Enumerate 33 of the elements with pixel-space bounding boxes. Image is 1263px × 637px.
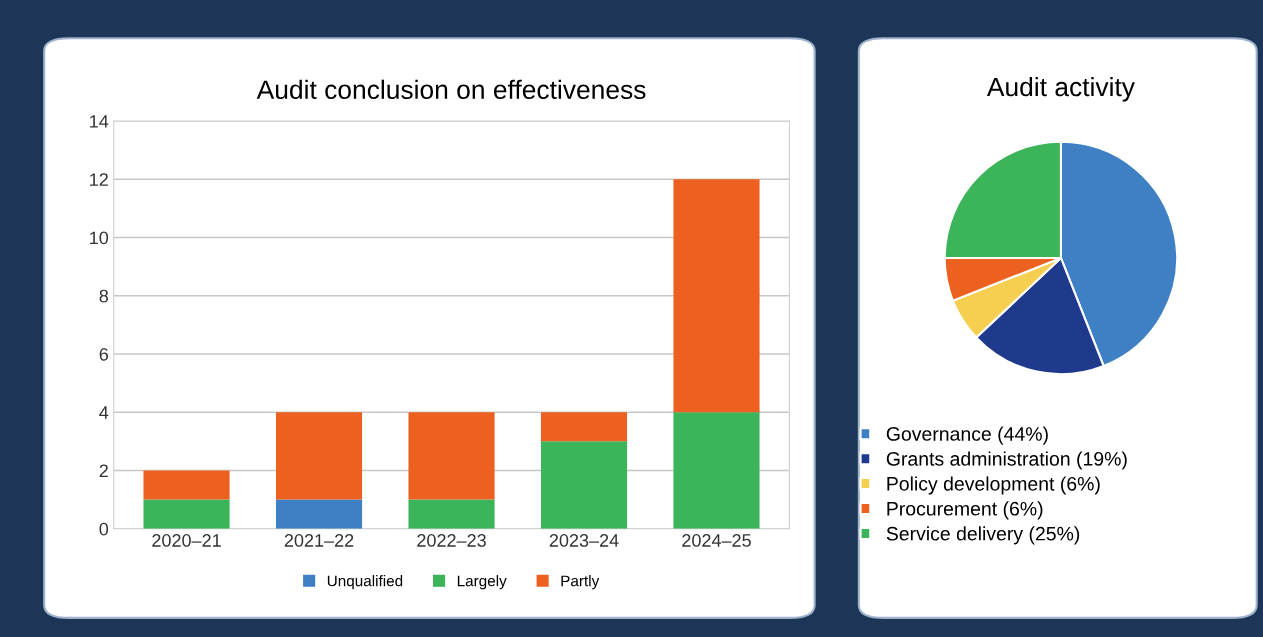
- legend-label: Policy development (6%): [887, 476, 1100, 495]
- bar: [275, 412, 363, 500]
- y-tick-label: 12: [90, 173, 108, 186]
- legend-label: Unqualified: [327, 575, 403, 590]
- legend-label: Procurement (6%): [887, 501, 1043, 520]
- legend-label: Governance (44%): [886, 426, 1048, 445]
- bar: [408, 499, 495, 529]
- x-tick-label: 2023–24: [549, 534, 619, 547]
- legend-label: Service delivery (25%): [886, 526, 1080, 545]
- bar: [275, 499, 363, 529]
- bar: [540, 441, 628, 529]
- y-tick-label: 8: [99, 289, 109, 303]
- bar: [143, 470, 230, 500]
- bar: [673, 412, 760, 529]
- bar: [540, 412, 628, 442]
- x-tick-label: 2022–23: [417, 534, 486, 547]
- chart-title: Audit conclusion on effectiveness: [256, 79, 646, 100]
- y-tick-label: 0: [99, 522, 109, 536]
- y-tick-label: 14: [90, 115, 109, 128]
- x-tick-label: 2020–21: [152, 534, 221, 547]
- y-tick-label: 6: [99, 347, 109, 361]
- bar: [408, 412, 495, 500]
- chart-title: Audit activity: [986, 76, 1135, 102]
- bar: [673, 179, 760, 413]
- y-tick-label: 4: [99, 406, 109, 419]
- bar: [143, 499, 230, 529]
- x-tick-label: 2021–22: [284, 534, 354, 547]
- y-tick-label: 2: [99, 464, 108, 478]
- y-tick-label: 10: [90, 231, 109, 245]
- x-tick-label: 2024–25: [682, 534, 751, 547]
- legend-label: Grants administration (19%): [886, 451, 1127, 470]
- legend-label: Partly: [561, 575, 600, 590]
- legend-label: Largely: [457, 575, 507, 590]
